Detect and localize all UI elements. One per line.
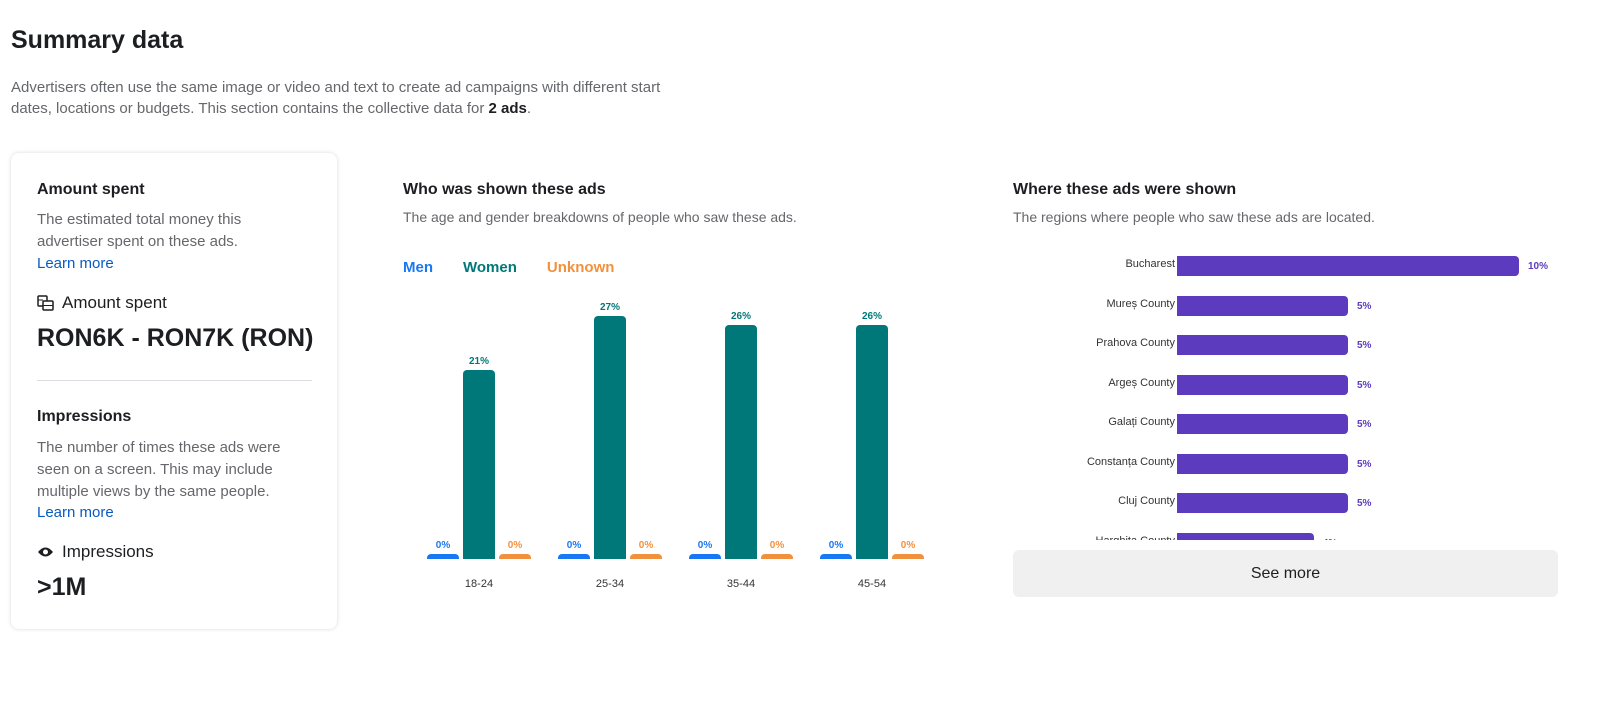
x-tick-label: 45-54 [857, 578, 887, 590]
region-label: Argeș County [1108, 376, 1175, 389]
region-bar [1177, 414, 1348, 434]
eye-icon [38, 547, 53, 557]
region-bar [1177, 335, 1348, 355]
page-title: Summary data [11, 26, 184, 54]
region-bar [1177, 374, 1348, 395]
bar-label: 26% [861, 311, 882, 322]
intro-text: Advertisers often use the same image or … [11, 79, 661, 117]
bar-unknown-18-24 [499, 554, 531, 559]
region-bar [1177, 532, 1314, 540]
amount-label: Amount spent [37, 293, 167, 313]
impressions-heading: Impressions [37, 408, 132, 425]
bar-label: 0% [507, 540, 523, 551]
bar-women-45-54 [856, 325, 888, 559]
summary-card [11, 153, 337, 629]
bar-men-18-24 [427, 554, 459, 559]
region-pct: 5% [1357, 498, 1372, 509]
region-pct: 5% [1357, 419, 1372, 430]
bar-label: 0% [638, 540, 654, 551]
region-chart: Bucharest 10% Mureș County 5% Prahova County… [1013, 250, 1573, 540]
region-pct: 5% [1357, 300, 1372, 312]
x-tick-label: 18-24 [464, 578, 494, 590]
region-chart-subtitle: The regions where people who saw these a… [1013, 209, 1375, 225]
bar-men-35-44 [689, 554, 721, 559]
region-bar [1177, 453, 1348, 474]
amount-label-text: Amount spent [62, 293, 167, 312]
amount-heading: Amount spent [37, 181, 145, 198]
region-bar [1177, 256, 1519, 276]
region-label: Bucharest [1125, 258, 1175, 270]
impressions-value: >1M [37, 573, 87, 601]
age-chart-subtitle: The age and gender breakdowns of people … [403, 209, 797, 225]
coins-icon [37, 295, 54, 311]
impressions-label-text: Impressions [62, 542, 154, 561]
region-label: Prahova County [1096, 337, 1175, 349]
bar-label: 0% [435, 540, 451, 551]
region-bar [1177, 493, 1348, 513]
bar-label: 0% [900, 540, 916, 551]
region-pct: 5% [1357, 340, 1372, 351]
see-more-button[interactable]: See more [1013, 550, 1558, 597]
bar-label: 21% [468, 356, 489, 367]
bar-women-18-24 [463, 370, 495, 559]
region-chart-title: Where these ads were shown [1013, 181, 1237, 198]
region-label: Harghita County [1096, 535, 1176, 541]
impressions-label: Impressions [37, 542, 154, 562]
bar-unknown-25-34 [630, 554, 662, 559]
bar-women-35-44 [725, 325, 757, 559]
bar-label: 26% [730, 311, 751, 322]
bar-men-45-54 [820, 554, 852, 559]
divider [37, 380, 312, 381]
legend-unknown: Unknown [546, 259, 615, 276]
bar-label: 0% [566, 540, 582, 551]
bar-label: 0% [828, 540, 844, 551]
bar-label: 0% [697, 540, 713, 551]
amount-learn-more-link[interactable]: Learn more [37, 255, 114, 272]
impressions-desc: The number of times these ads were seen … [37, 439, 281, 500]
x-tick-label: 25-34 [595, 578, 625, 590]
region-pct: 5% [1357, 458, 1372, 470]
amount-value: RON6K - RON7K (RON) [37, 324, 314, 352]
bar-label: 27% [599, 302, 620, 313]
legend-men: Men [403, 259, 433, 276]
bar-unknown-45-54 [892, 554, 924, 559]
age-chart-title: Who was shown these ads [403, 181, 606, 198]
bar-men-25-34 [558, 554, 590, 559]
x-tick-label: 35-44 [726, 578, 756, 590]
legend-women: Women [463, 259, 517, 276]
age-chart-legend: Men Women Unknown [403, 259, 644, 277]
region-pct: 4% [1323, 538, 1337, 541]
region-label: Galați County [1108, 416, 1175, 428]
impressions-learn-more-link[interactable]: Learn more [37, 504, 114, 521]
bar-unknown-35-44 [761, 554, 793, 559]
region-bar [1177, 295, 1348, 316]
bar-label: 0% [769, 540, 785, 551]
bar-women-25-34 [594, 316, 626, 559]
region-pct: 10% [1528, 261, 1549, 272]
region-label: Constanța County [1086, 455, 1175, 468]
region-label: Mureș County [1106, 297, 1175, 310]
amount-desc: The estimated total money this advertise… [37, 211, 242, 250]
region-label: Cluj County [1118, 495, 1175, 507]
region-pct: 5% [1357, 379, 1372, 391]
